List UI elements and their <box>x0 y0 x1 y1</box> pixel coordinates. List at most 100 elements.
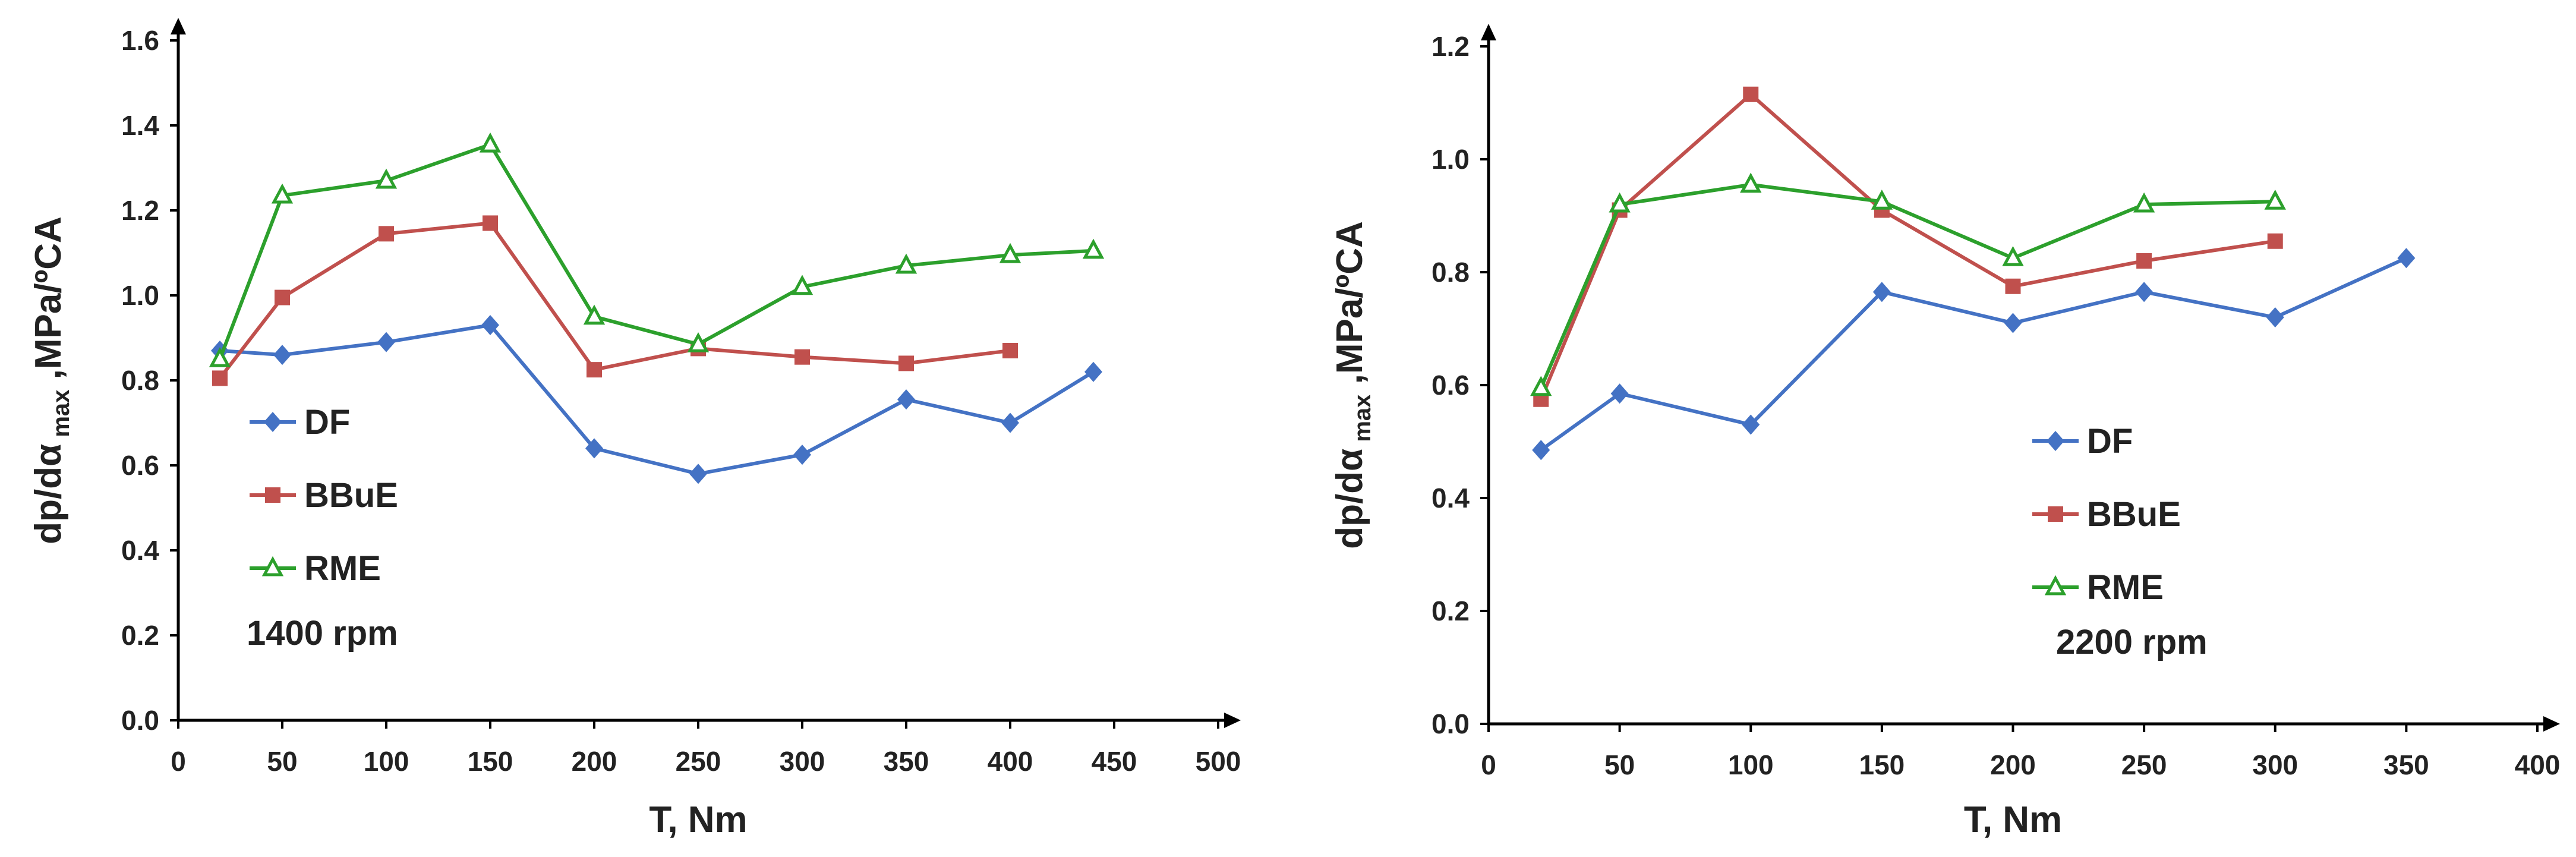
y-tick-label: 0.2 <box>1432 596 1470 626</box>
legend-label: DF <box>304 403 350 442</box>
chart-1: 0 50 100 150 200 250 300 350 400 450 500 0.0 0.2 0.4 0… <box>28 18 1241 840</box>
y-axis-title: dp/dα max ,MPa/ºCA <box>28 216 74 544</box>
data-point <box>2004 313 2022 333</box>
legend-label: BBuE <box>2087 495 2181 534</box>
data-point <box>2266 307 2284 327</box>
x-tick-label: 200 <box>1990 749 2036 780</box>
data-point <box>1530 376 1552 396</box>
y-axis-arrow-icon <box>1481 24 1496 40</box>
data-point <box>273 345 291 366</box>
x-tick-label: 50 <box>267 746 297 777</box>
y-tick-label: 0.2 <box>121 620 159 651</box>
x-tick-label: 350 <box>2383 749 2429 780</box>
data-point <box>793 445 811 465</box>
data-point <box>583 304 606 325</box>
data-point <box>794 349 810 365</box>
y-tick-label: 0.0 <box>1432 708 1470 739</box>
y-tick-label: 0.0 <box>121 705 159 736</box>
series-line <box>218 143 1094 360</box>
legend-item-rme: RME <box>2032 568 2164 607</box>
data-point <box>377 332 395 352</box>
data-point <box>585 438 603 459</box>
data-point <box>1742 414 1760 435</box>
x-axis-arrow-icon <box>1224 713 1241 728</box>
data-point <box>2005 278 2021 294</box>
data-point <box>1610 383 1629 404</box>
series-line <box>1540 256 2407 452</box>
data-point <box>2002 245 2024 266</box>
x-tick-label: 250 <box>676 746 721 777</box>
series-line <box>1539 92 2276 400</box>
legend-marker <box>2044 575 2067 596</box>
data-point <box>999 242 1021 263</box>
series-rme <box>209 132 1105 367</box>
legend-marker <box>2048 506 2063 522</box>
legend-label: DF <box>2087 422 2133 461</box>
x-tick-label: 100 <box>364 746 409 777</box>
rpm-annotation: 1400 rpm <box>247 614 398 653</box>
y-tick-label: 0.6 <box>1432 370 1470 401</box>
legend-label: RME <box>304 549 381 588</box>
legend-marker <box>261 556 284 576</box>
x-axis-title: T, Nm <box>1964 799 2062 840</box>
series-df <box>1532 248 2416 461</box>
series-bbue <box>212 215 1018 386</box>
legend-item-df: DF <box>250 403 350 442</box>
x-tick-label: 350 <box>884 746 929 777</box>
data-point <box>791 275 814 295</box>
legend-label: RME <box>2087 568 2164 607</box>
data-point <box>275 289 290 305</box>
data-point <box>483 215 498 231</box>
x-axis-title: T, Nm <box>649 799 747 840</box>
data-point <box>379 226 394 242</box>
x-tick-label: 500 <box>1196 746 1241 777</box>
legend-item-bbue: BBuE <box>2032 495 2181 534</box>
y-tick-label: 1.0 <box>121 280 159 311</box>
x-tick-label: 0 <box>171 746 186 777</box>
rpm-annotation: 2200 rpm <box>2056 623 2208 661</box>
y-axis-title: dp/dα max ,MPa/ºCA <box>1329 221 1376 549</box>
data-point <box>1740 172 1762 193</box>
data-point <box>375 168 398 189</box>
data-point <box>1002 342 1018 358</box>
x-tick-label: 250 <box>2121 749 2167 780</box>
y-tick-label: 1.2 <box>1432 31 1470 62</box>
x-tick-label: 400 <box>988 746 1033 777</box>
data-point <box>271 183 294 204</box>
x-tick-label: 400 <box>2515 749 2561 780</box>
data-point <box>2135 282 2154 303</box>
legend-item-df: DF <box>2032 422 2133 461</box>
data-point <box>1532 440 1550 461</box>
legend-marker <box>2047 431 2064 451</box>
series-line <box>218 221 1011 380</box>
x-tick-label: 100 <box>1728 749 1774 780</box>
data-point <box>687 332 710 352</box>
legend-item-bbue: BBuE <box>250 476 398 515</box>
y-tick-label: 0.4 <box>1432 483 1470 513</box>
series-df <box>211 315 1102 484</box>
data-point <box>897 389 915 410</box>
data-point <box>587 362 602 378</box>
data-point <box>212 370 228 386</box>
x-tick-label: 450 <box>1092 746 1137 777</box>
y-tick-label: 0.8 <box>121 365 159 396</box>
series-rme <box>1530 172 2286 396</box>
legend-item-rme: RME <box>250 549 381 588</box>
data-point <box>1001 412 1019 433</box>
series-bbue <box>1533 86 2283 407</box>
data-point <box>2397 248 2416 269</box>
y-tick-label: 0.6 <box>121 450 159 481</box>
data-point <box>209 346 231 367</box>
legend-marker <box>265 487 280 503</box>
data-point <box>1609 192 1631 213</box>
x-axis-arrow-icon <box>2543 716 2560 732</box>
data-point <box>1872 282 1891 303</box>
x-tick-label: 300 <box>2252 749 2298 780</box>
data-point <box>2267 233 2283 249</box>
chart-2: 0 50 100 150 200 250 300 350 400 0.0 0.2 0.4 0.6 0.8 1… <box>1329 24 2560 840</box>
y-axis-arrow-icon <box>171 18 186 34</box>
y-tick-label: 1.4 <box>121 110 159 141</box>
x-tick-label: 0 <box>1481 749 1496 780</box>
data-point <box>1082 238 1105 259</box>
